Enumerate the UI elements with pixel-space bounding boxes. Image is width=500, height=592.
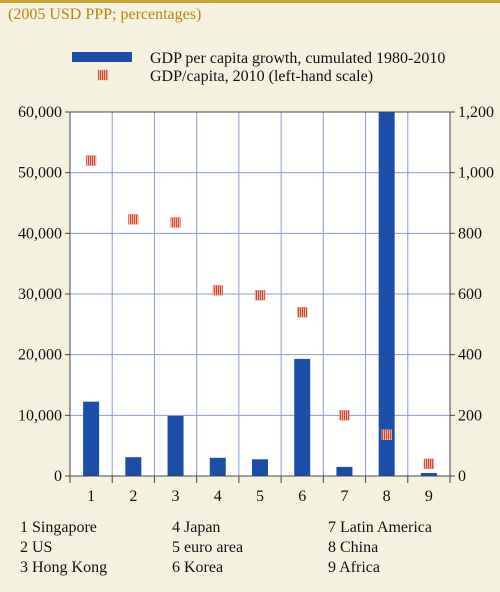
marker-9 [423,458,435,470]
gridlines [70,112,450,476]
right-tick-label: 0 [458,468,466,485]
left-tick-label: 20,000 [18,347,62,364]
x-tick-label: 4 [214,488,222,505]
marker-7 [339,410,350,421]
category-key-item: 4 Japan [172,519,220,536]
marker-4 [212,285,224,296]
marker-2 [128,214,139,225]
marker-6 [296,306,308,318]
right-tick-label: 200 [458,407,482,424]
left-tick-label: 30,000 [18,286,62,303]
bar-2 [125,457,142,476]
category-key-item: 9 Africa [328,559,380,576]
x-tick-label: 1 [87,488,95,505]
left-axis: 0 10,000 20,000 30,000 40,000 50,000 60,000 [18,104,70,485]
bar-8 [378,112,395,476]
x-tick-label: 8 [383,488,391,505]
left-tick-label: 0 [54,468,62,485]
category-key-item: 3 Hong Kong [20,559,107,576]
markers [85,155,435,470]
x-tick-label: 2 [129,488,137,505]
right-axis: 0 200 400 600 800 1,000 1,200 [450,104,494,485]
bar-5 [252,459,268,476]
legend: GDP per capita growth, cumulated 1980-20… [72,50,445,85]
x-tick-label: 5 [256,488,264,505]
left-tick-label: 10,000 [18,407,62,424]
left-tick-label: 50,000 [18,165,62,182]
category-key-item: 5 euro area [172,539,243,556]
chart-subtitle: (2005 USD PPP; percentages) [8,6,202,23]
marker-5 [254,289,266,301]
bar-7 [336,466,353,476]
right-tick-label: 1,200 [458,104,494,121]
plot-area [69,111,451,477]
category-key-item: 2 US [20,539,52,556]
bar-3 [167,415,184,476]
category-key-item: 1 Singapore [20,519,97,536]
legend-label-growth: GDP per capita growth, cumulated 1980-20… [150,50,445,67]
top-rule [0,0,500,3]
x-tick-label: 3 [172,488,180,505]
bar-9 [420,472,437,476]
x-tick-label: 7 [340,488,348,505]
category-key-item: 6 Korea [172,559,223,576]
marker-8 [381,429,392,440]
right-tick-label: 800 [458,225,482,242]
right-tick-label: 400 [458,347,482,364]
marker-1 [85,155,97,166]
bars [83,112,437,476]
x-tick-label: 9 [425,488,433,505]
right-tick-label: 1,000 [458,165,494,182]
bar-4 [209,457,226,476]
legend-label-gdp: GDP/capita, 2010 (left-hand scale) [150,68,373,85]
category-key: 1 Singapore 2 US 3 Hong Kong 4 Japan 5 euro … [20,519,432,576]
left-tick-label: 60,000 [18,104,62,121]
x-axis: 1 2 3 4 5 6 7 8 9 [69,476,451,505]
bar-6 [294,358,311,476]
marker-3 [170,217,181,228]
category-key-item: 8 China [328,539,378,556]
left-tick-label: 40,000 [18,225,62,242]
x-tick-label: 6 [298,488,306,505]
legend-marker-swatch [97,69,109,81]
bar-1 [83,401,100,476]
right-tick-label: 600 [458,286,482,303]
legend-bar-swatch [72,52,132,62]
category-key-item: 7 Latin America [328,519,432,536]
